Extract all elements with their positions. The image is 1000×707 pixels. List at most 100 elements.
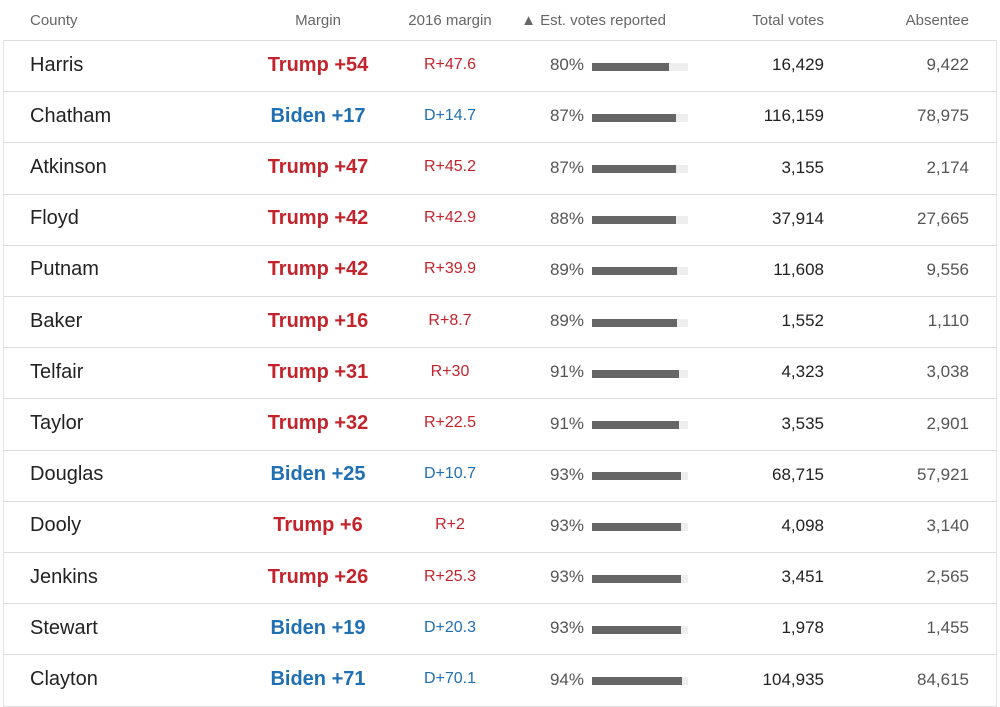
absentee-votes: 78,975 bbox=[917, 106, 969, 126]
reported-bar bbox=[592, 574, 682, 583]
table-row bbox=[3, 244, 997, 296]
table-row bbox=[3, 500, 997, 552]
reported-percent: 88% bbox=[549, 208, 584, 228]
margin: Trump +26 bbox=[267, 565, 369, 588]
reported-bar bbox=[592, 318, 678, 327]
table-row bbox=[3, 91, 997, 142]
total-votes: 104,935 bbox=[762, 669, 824, 689]
reported-track bbox=[592, 62, 688, 71]
absentee-votes: 57,921 bbox=[917, 464, 969, 484]
margin-2016: D+70.1 bbox=[423, 670, 477, 687]
county-name: Telfair bbox=[30, 360, 84, 383]
reported-bar bbox=[592, 369, 680, 378]
reported-track bbox=[592, 625, 688, 634]
margin: Biden +25 bbox=[270, 463, 366, 486]
margin-2016: R+39.9 bbox=[423, 260, 477, 278]
margin: Trump +32 bbox=[267, 412, 369, 434]
margin-2016: R+8.7 bbox=[428, 311, 472, 329]
margin-2016: D+10.7 bbox=[423, 465, 477, 483]
column-header: 2016 margin bbox=[408, 12, 492, 29]
margin: Trump +31 bbox=[267, 360, 369, 383]
reported-percent: 91% bbox=[549, 362, 584, 382]
margin-2016: R+30 bbox=[430, 362, 470, 380]
total-votes: 1,978 bbox=[781, 618, 824, 638]
reported-bar bbox=[592, 472, 682, 481]
reported-bar bbox=[592, 267, 678, 276]
reported-percent: 80% bbox=[549, 55, 584, 75]
column-header: Absentee bbox=[905, 12, 969, 29]
table-row bbox=[3, 142, 997, 193]
total-votes: 4,098 bbox=[781, 515, 824, 535]
margin: Trump +42 bbox=[267, 207, 369, 230]
reported-percent: 93% bbox=[549, 567, 584, 587]
total-votes: 3,155 bbox=[781, 157, 824, 177]
margin: Trump +6 bbox=[273, 514, 363, 537]
margin: Trump +54 bbox=[267, 53, 369, 76]
margin: Biden +19 bbox=[270, 616, 366, 639]
margin-2016: R+45.2 bbox=[423, 158, 477, 175]
reported-bar bbox=[592, 165, 676, 173]
total-votes: 4,323 bbox=[781, 362, 824, 382]
reported-percent: 87% bbox=[549, 157, 584, 177]
reported-percent: 91% bbox=[549, 413, 584, 433]
reported-bar bbox=[592, 523, 682, 532]
county-name: Taylor bbox=[30, 412, 84, 434]
reported-track bbox=[592, 421, 688, 429]
margin: Biden +71 bbox=[270, 668, 366, 690]
reported-track bbox=[592, 677, 688, 685]
county-name: Floyd bbox=[30, 207, 79, 230]
reported-percent: 89% bbox=[549, 259, 584, 279]
reported-track bbox=[592, 472, 688, 481]
absentee-votes: 3,038 bbox=[926, 362, 969, 382]
total-votes: 3,451 bbox=[781, 567, 824, 587]
reported-bar bbox=[592, 62, 669, 71]
reported-bar bbox=[592, 625, 682, 634]
table-row bbox=[3, 40, 997, 91]
table-row bbox=[3, 398, 997, 449]
margin-2016: D+14.7 bbox=[423, 106, 477, 124]
absentee-votes: 9,422 bbox=[926, 55, 969, 75]
absentee-votes: 27,665 bbox=[917, 208, 969, 228]
table-row bbox=[3, 552, 997, 603]
margin: Trump +42 bbox=[267, 258, 369, 281]
county-name: Baker bbox=[30, 309, 83, 332]
reported-track bbox=[592, 113, 688, 122]
county-name: Harris bbox=[30, 53, 84, 76]
reported-percent: 93% bbox=[549, 515, 584, 535]
margin-2016: R+25.3 bbox=[423, 567, 477, 585]
margin: Trump +47 bbox=[267, 156, 369, 178]
margin: Trump +16 bbox=[267, 309, 369, 332]
county-name: Putnam bbox=[30, 258, 99, 281]
reported-track bbox=[592, 165, 688, 173]
county-name: Douglas bbox=[30, 463, 104, 486]
reported-percent: 89% bbox=[549, 311, 584, 331]
total-votes: 116,159 bbox=[763, 106, 824, 126]
column-header: ▲ Est. votes reported bbox=[521, 12, 666, 29]
margin-2016: R+2 bbox=[435, 516, 465, 534]
absentee-votes: 84,615 bbox=[917, 669, 969, 689]
table-row bbox=[3, 603, 997, 654]
margin-2016: R+42.9 bbox=[423, 209, 477, 227]
margin-2016: R+22.5 bbox=[423, 414, 477, 431]
county-name: Stewart bbox=[30, 616, 98, 639]
absentee-votes: 3,140 bbox=[926, 515, 969, 535]
total-votes: 3,535 bbox=[781, 413, 824, 433]
column-header: Margin bbox=[295, 12, 341, 29]
reported-bar bbox=[592, 216, 677, 225]
county-name: Clayton bbox=[30, 668, 98, 690]
reported-percent: 87% bbox=[549, 106, 584, 126]
reported-bar bbox=[592, 421, 680, 429]
absentee-votes: 2,174 bbox=[926, 157, 969, 177]
table-row bbox=[3, 449, 997, 501]
margin: Biden +17 bbox=[270, 104, 366, 127]
reported-track bbox=[592, 574, 688, 583]
absentee-votes: 2,901 bbox=[926, 413, 969, 433]
reported-track bbox=[592, 318, 688, 327]
reported-percent: 93% bbox=[549, 464, 584, 484]
county-name: Jenkins bbox=[30, 565, 98, 588]
table-row bbox=[3, 296, 997, 347]
total-votes: 1,552 bbox=[781, 311, 824, 331]
column-header: Total votes bbox=[752, 12, 824, 29]
county-name: Chatham bbox=[30, 104, 112, 127]
reported-track bbox=[592, 267, 688, 276]
